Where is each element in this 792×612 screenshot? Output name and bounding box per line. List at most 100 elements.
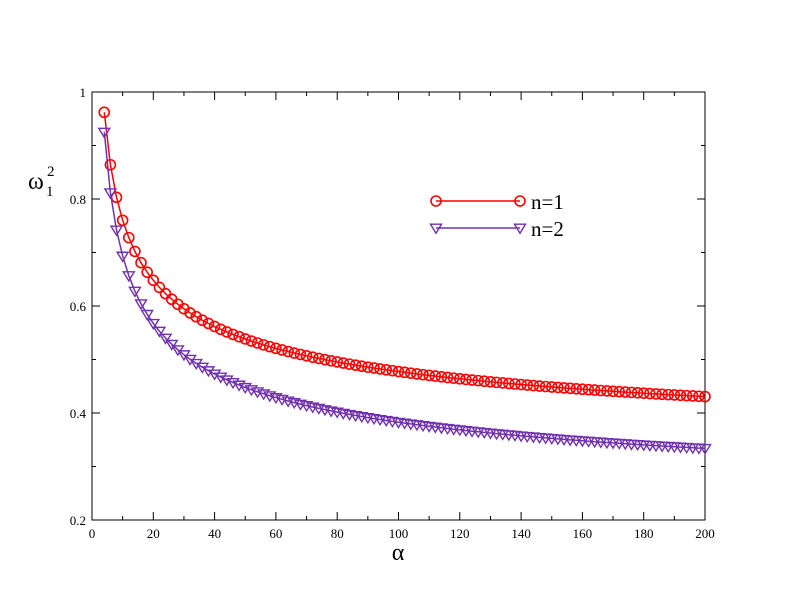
series-line — [103, 132, 706, 450]
legend-marker — [514, 195, 526, 207]
data-point — [374, 363, 386, 375]
data-point — [693, 390, 705, 403]
data-point — [319, 353, 331, 366]
data-point — [213, 372, 228, 384]
x-tick-label: 180 — [634, 526, 654, 541]
data-point — [98, 106, 111, 119]
x-tick-label: 60 — [269, 526, 282, 541]
data-point — [404, 367, 417, 379]
x-tick-label: 120 — [450, 526, 470, 541]
data-point — [282, 345, 294, 358]
data-point — [129, 245, 141, 258]
x-tick-label: 20 — [147, 526, 160, 541]
legend-marker — [513, 223, 527, 235]
data-point — [122, 271, 136, 283]
data-point — [141, 266, 153, 278]
data-point — [582, 383, 595, 396]
data-point — [698, 443, 712, 455]
x-tick-label: 0 — [89, 526, 96, 541]
series-2 — [97, 127, 712, 455]
data-point — [398, 366, 411, 379]
tick-labels: 0 20 40 60 80 100 120 140 160 180 200 0.2 0.4 0.6 0.8 1 — [70, 85, 715, 541]
data-point — [164, 339, 179, 351]
data-point — [466, 374, 478, 386]
data-point — [184, 307, 196, 319]
data-point — [674, 389, 687, 402]
data-point — [650, 388, 662, 400]
data-point — [423, 369, 435, 382]
data-point — [109, 225, 124, 237]
y-axis-label-superscript: 2 — [47, 164, 55, 180]
data-point — [429, 370, 442, 382]
data-point — [97, 127, 112, 139]
data-point — [214, 323, 227, 336]
data-point — [227, 328, 239, 341]
series-1 — [98, 106, 711, 403]
x-tick-label: 200 — [695, 526, 715, 541]
y-tick-label: 0.4 — [70, 406, 87, 421]
data-point — [147, 274, 160, 287]
data-point — [349, 359, 362, 371]
data-point — [478, 375, 491, 388]
data-point — [245, 335, 258, 347]
data-point — [588, 384, 601, 396]
legend: n=1n=2 — [429, 190, 564, 241]
data-point — [594, 384, 607, 397]
data-point — [104, 158, 117, 171]
y-tick-label: 1 — [80, 85, 87, 100]
data-point — [306, 351, 319, 363]
data-point — [190, 310, 203, 323]
data-point — [509, 378, 521, 390]
data-point — [533, 380, 546, 392]
data-point — [300, 350, 313, 362]
data-point — [116, 214, 129, 227]
data-point — [337, 357, 350, 369]
data-point — [115, 251, 130, 263]
data-point — [153, 281, 166, 294]
data-point — [435, 370, 448, 383]
data-point — [251, 337, 264, 349]
data-point — [496, 377, 509, 389]
data-point — [158, 333, 173, 345]
data-point — [226, 378, 240, 390]
x-axis-label: α — [392, 540, 405, 566]
data-point — [668, 389, 681, 401]
series-line — [103, 112, 706, 398]
data-point — [355, 360, 368, 372]
x-tick-label: 100 — [389, 526, 409, 541]
y-tick-label: 0.2 — [70, 513, 86, 528]
data-point — [460, 373, 472, 386]
data-point — [472, 374, 484, 387]
data-point — [656, 388, 668, 401]
data-point — [220, 375, 234, 387]
data-point — [201, 366, 216, 378]
plot-area-frame — [91, 91, 706, 521]
data-point — [521, 379, 534, 391]
data-point — [417, 368, 429, 381]
data-point — [128, 286, 142, 298]
data-point — [680, 389, 693, 402]
data-point — [140, 309, 154, 321]
data-point — [294, 348, 307, 361]
data-point — [386, 364, 399, 377]
data-point — [411, 368, 423, 380]
data-point — [233, 330, 245, 343]
data-point — [441, 371, 454, 384]
data-point — [552, 381, 564, 394]
data-point — [207, 369, 222, 381]
data-point — [152, 326, 167, 338]
series-layer — [97, 106, 712, 455]
legend-label: n=2 — [531, 217, 564, 241]
data-point — [625, 386, 638, 399]
data-point — [239, 333, 252, 345]
data-point — [699, 390, 711, 403]
data-point — [619, 386, 632, 398]
y-tick-label: 0.8 — [70, 192, 86, 207]
y-axis-label-subscript: 1 — [46, 184, 54, 200]
x-tick-label: 80 — [331, 526, 344, 541]
data-point — [134, 299, 148, 311]
data-point — [601, 385, 613, 397]
data-point — [644, 387, 656, 400]
data-point — [221, 326, 233, 338]
